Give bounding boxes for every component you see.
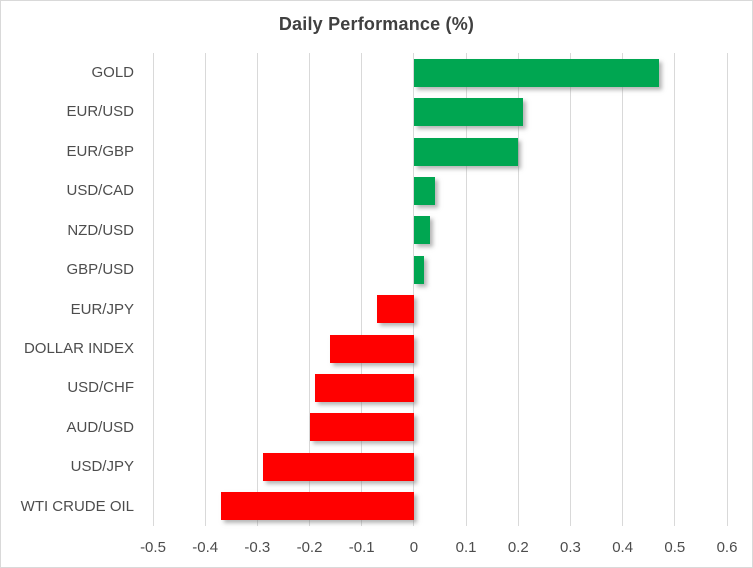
- bar-dollar-index: [330, 334, 414, 363]
- category-label: GOLD: [91, 64, 134, 81]
- x-tick-label: 0.3: [560, 539, 581, 556]
- gridline: [569, 53, 571, 526]
- gridline: [256, 53, 258, 526]
- gridline: [517, 53, 519, 526]
- bar-usd-cad: [413, 176, 435, 205]
- gridline: [204, 53, 206, 526]
- category-label: NZD/USD: [67, 221, 134, 239]
- x-tick-label: 0.1: [455, 539, 477, 556]
- gridline: [413, 53, 415, 526]
- plot-area: [152, 53, 728, 526]
- category-label: USD/CAD: [66, 182, 134, 200]
- gridline: [622, 53, 624, 526]
- category-label: USD/JPY: [70, 458, 134, 476]
- x-tick-label: 0: [409, 539, 419, 556]
- category-label: AUD/USD: [66, 418, 134, 436]
- chart-title: Daily Performance (%): [278, 14, 475, 34]
- bar-eur-jpy: [377, 295, 414, 324]
- bar-gold: [413, 58, 660, 87]
- gridline: [361, 53, 363, 526]
- x-tick-label: -0.5: [140, 539, 166, 556]
- bar-gbp-usd: [413, 255, 425, 284]
- gridline: [309, 53, 311, 526]
- x-tick-label: 0.2: [507, 539, 529, 556]
- bar-eur-gbp: [413, 137, 519, 166]
- x-tick-label: -0.2: [296, 539, 323, 556]
- bar-usd-chf: [314, 374, 414, 403]
- bar-wti-crude-oil: [220, 492, 414, 521]
- bar-nzd-usd: [413, 216, 430, 245]
- category-label: EUR/JPY: [70, 300, 134, 318]
- bar-aud-usd: [309, 413, 414, 442]
- category-label: USD/CHF: [67, 379, 134, 397]
- category-label: WTI CRUDE OIL: [20, 497, 134, 515]
- bar-eur-usd: [413, 98, 524, 127]
- category-label: EUR/GBP: [66, 142, 134, 160]
- category-label: GBP/USD: [66, 261, 134, 279]
- bar-usd-jpy: [262, 452, 414, 481]
- x-tick-label: -0.4: [192, 539, 219, 556]
- x-tick-label: 0.6: [716, 539, 738, 556]
- category-label: DOLLAR INDEX: [23, 339, 134, 357]
- x-tick-label: 0.5: [664, 539, 686, 556]
- x-tick-label: 0.4: [612, 539, 634, 556]
- x-tick-label: -0.1: [348, 539, 375, 556]
- gridline: [465, 53, 467, 526]
- x-tick-label: -0.3: [244, 539, 271, 556]
- category-label: EUR/USD: [66, 103, 134, 121]
- gridline: [726, 53, 728, 526]
- gridline: [152, 53, 154, 526]
- gridline: [674, 53, 676, 526]
